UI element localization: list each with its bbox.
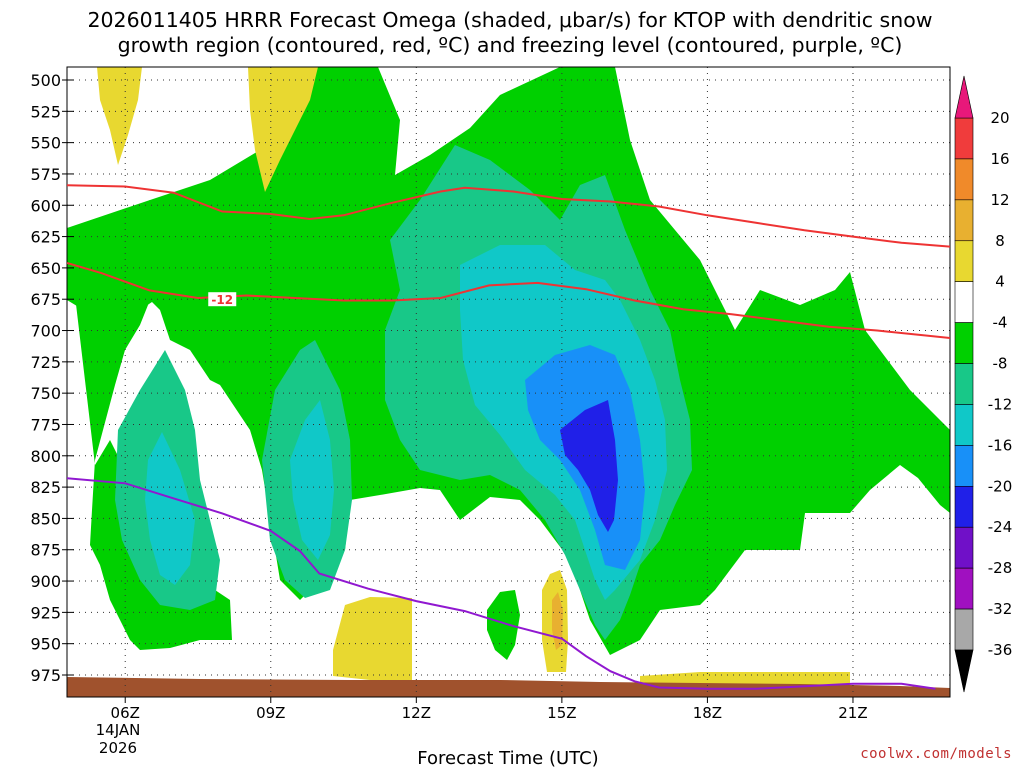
omega-region-yellow-2	[248, 67, 318, 192]
y-tick-label: 825	[30, 478, 61, 497]
x-tick-label: 06Z	[111, 704, 140, 722]
colorbar-band	[954, 322, 974, 364]
y-tick-label: 575	[30, 165, 61, 184]
colorbar-label: -16	[988, 436, 1013, 454]
y-tick-label: 650	[30, 259, 61, 278]
y-tick-label: 875	[30, 541, 61, 560]
colorbar-band	[954, 486, 974, 528]
y-tick-label: 900	[30, 572, 61, 591]
contour-label-bg	[208, 292, 237, 307]
ground-terrain	[67, 677, 950, 697]
colorbar-band	[954, 199, 974, 242]
credit-text: coolwx.com/models	[860, 746, 1012, 762]
contour-line	[67, 477, 936, 690]
date-label-year: 2026	[99, 739, 137, 757]
colorbar-band	[954, 567, 974, 610]
colorbar-label: -4	[993, 314, 1008, 332]
omega-region-green-blob	[487, 590, 520, 660]
omega-region-cyan-left	[145, 432, 195, 585]
colorbar-label: -8	[993, 355, 1008, 373]
y-tick-label: 500	[30, 71, 61, 90]
colorbar-label: -32	[988, 600, 1013, 618]
omega-region-yellow-1	[97, 67, 142, 165]
colorbar-band	[954, 363, 974, 405]
colorbar-label: -36	[988, 641, 1013, 659]
colorbar-label: 4	[995, 273, 1005, 291]
colorbar-band	[954, 281, 974, 323]
colorbar-extend-bottom	[954, 649, 974, 693]
y-tick-label: 700	[30, 322, 61, 341]
x-tick-label: 09Z	[256, 704, 285, 722]
x-axis-label: Forecast Time (UTC)	[417, 748, 598, 768]
colorbar-label: 12	[990, 191, 1009, 209]
y-tick-label: 525	[30, 102, 61, 121]
colorbar-label: 16	[990, 150, 1009, 168]
x-tick-label: 21Z	[838, 704, 867, 722]
colorbar-label: -28	[988, 559, 1013, 577]
y-axis-ticks: 500 525 550 575 600 625 650 675 700 725 750 775 800 8…	[30, 71, 74, 685]
colorbar-band	[954, 526, 974, 569]
y-tick-label: 800	[30, 447, 61, 466]
colorbar-band	[954, 117, 974, 160]
y-tick-label: 625	[30, 228, 61, 247]
plot-frame	[66, 66, 951, 698]
colorbar-band	[954, 240, 974, 282]
contour-lines: -12	[67, 184, 950, 690]
omega-region-cyan-mid	[290, 400, 334, 560]
colorbar-label: -20	[988, 477, 1013, 495]
y-tick-label: 600	[30, 196, 61, 215]
chart-title-line-2: growth region (contoured, red, ºC) and f…	[118, 33, 903, 57]
y-tick-label: 850	[30, 509, 61, 528]
omega-region-yellow-3	[333, 597, 412, 680]
y-tick-label: 775	[30, 415, 61, 434]
omega-region-orange	[552, 592, 563, 650]
y-tick-label: 950	[30, 635, 61, 654]
y-tick-label: 725	[30, 353, 61, 372]
colorbar-band	[954, 445, 974, 487]
y-tick-label: 925	[30, 603, 61, 622]
colorbar-label: 8	[995, 232, 1005, 250]
colorbar-band	[954, 158, 974, 201]
chart-title-line-1: 2026011405 HRRR Forecast Omega (shaded, …	[87, 8, 932, 32]
x-tick-label: 15Z	[547, 704, 576, 722]
y-tick-label: 550	[30, 134, 61, 153]
y-tick-label: 750	[30, 384, 61, 403]
omega-shading	[67, 67, 950, 697]
contour-line	[67, 261, 950, 339]
colorbar-band	[954, 608, 974, 651]
contour-label: -12	[211, 293, 233, 307]
x-tick-label: 18Z	[693, 704, 722, 722]
colorbar-band	[954, 404, 974, 446]
x-tick-label: 12Z	[402, 704, 431, 722]
y-tick-label: 675	[30, 290, 61, 309]
contour-line	[67, 184, 950, 248]
colorbar-label: 20	[990, 109, 1009, 127]
omega-region-green-left	[67, 200, 155, 320]
colorbar: 20 16 12 8 4 -4 -8 -12 -16 -20 -24 -28 -32 -36	[954, 75, 1013, 693]
colorbar-extend-top	[954, 75, 974, 119]
y-tick-label: 975	[30, 666, 61, 685]
date-label-day: 14JAN	[96, 721, 141, 739]
colorbar-label: -12	[988, 395, 1013, 413]
x-axis-ticks: 06Z 09Z 12Z 15Z 18Z 21Z	[111, 697, 868, 722]
colorbar-label: -24	[988, 518, 1013, 536]
omega-region-darkblue	[560, 400, 618, 532]
